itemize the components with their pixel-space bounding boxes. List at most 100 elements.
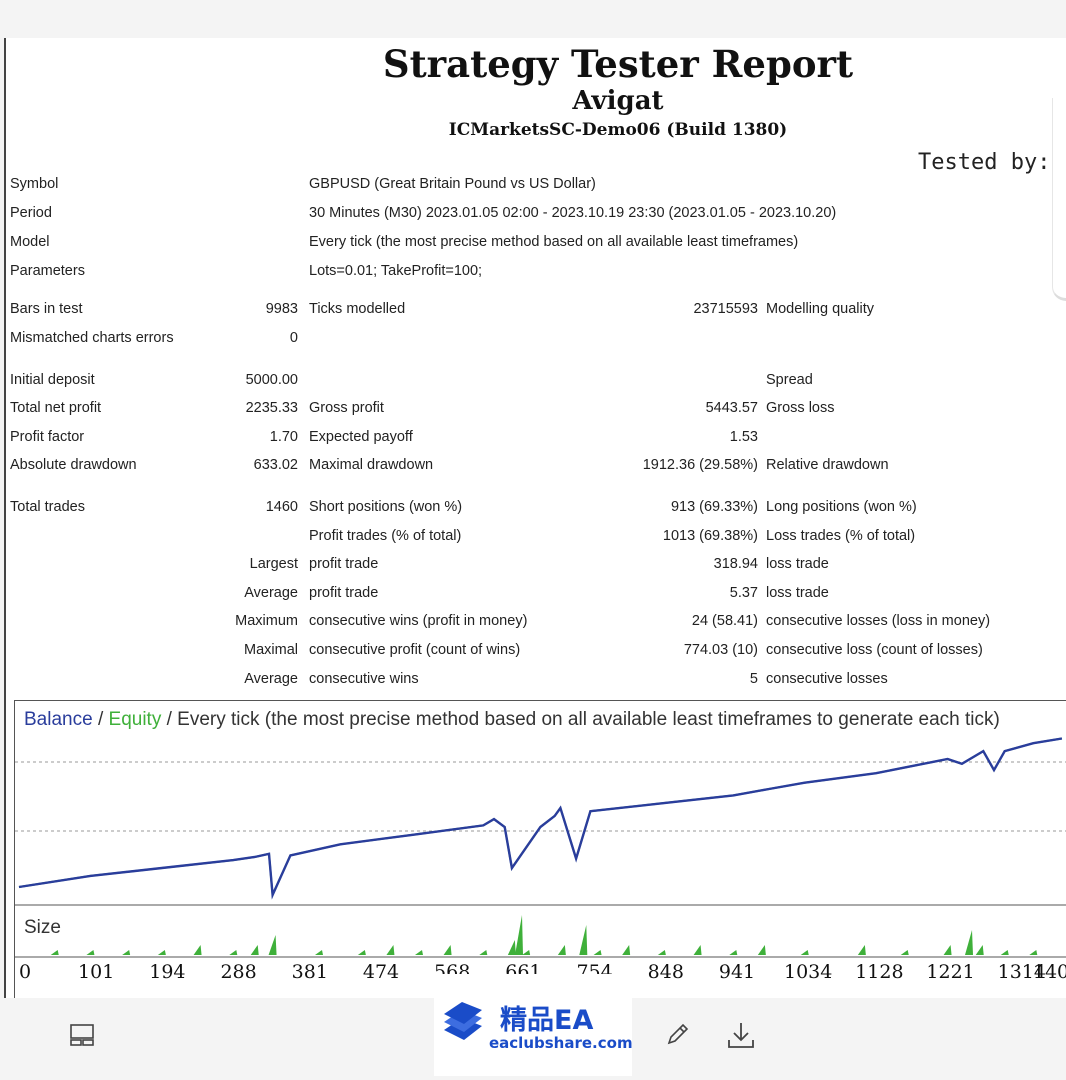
equity-legend: Equity bbox=[108, 709, 162, 730]
x-tick-label: 1221 bbox=[926, 961, 975, 983]
x-tick-label: 1034 bbox=[784, 961, 833, 983]
edit-pencil-icon[interactable] bbox=[664, 1020, 692, 1048]
size-bar bbox=[965, 930, 973, 955]
maximum-label: Maximum bbox=[235, 613, 298, 629]
total-trades-value: 1460 bbox=[265, 499, 298, 515]
x-tick-label: 0 bbox=[18, 961, 32, 983]
size-bar bbox=[657, 950, 666, 955]
bars-value: 9983 bbox=[265, 301, 298, 317]
quality-label: Modelling quality bbox=[766, 301, 875, 317]
rel-drawdown-label: Relative drawdown bbox=[766, 457, 889, 473]
expected-payoff-label: Expected payoff bbox=[309, 429, 413, 445]
max-drawdown-value: 1912.36 (29.58%) bbox=[642, 457, 758, 473]
average-loss-label: loss trade bbox=[766, 585, 829, 601]
ea-name: Avigat bbox=[572, 86, 664, 116]
net-profit-value: 2235.33 bbox=[245, 400, 298, 416]
size-bar bbox=[579, 925, 588, 955]
max-cons-wins-label: consecutive wins (profit in money) bbox=[309, 613, 528, 629]
x-tick-label: 381 bbox=[291, 961, 328, 983]
maximal-label: Maximal bbox=[244, 642, 298, 658]
total-trades-label: Total trades bbox=[10, 499, 85, 515]
loss-trades-label: Loss trades (% of total) bbox=[766, 528, 916, 544]
model-label: Model bbox=[10, 234, 50, 250]
balance-series-line bbox=[18, 737, 1063, 900]
short-positions-label: Short positions (won %) bbox=[309, 499, 463, 515]
size-bar bbox=[857, 945, 866, 955]
model-value: Every tick (the most precise method base… bbox=[309, 234, 799, 250]
long-positions-label: Long positions (won %) bbox=[766, 499, 917, 515]
mismatch-value: 0 bbox=[289, 330, 298, 346]
size-bar bbox=[693, 945, 702, 955]
size-bar bbox=[515, 915, 523, 955]
profit-factor-label: Profit factor bbox=[10, 429, 85, 445]
size-bar bbox=[386, 945, 395, 955]
x-tick-label: 288 bbox=[220, 961, 257, 983]
largest-profit-value: 318.94 bbox=[713, 556, 758, 572]
parameters-value: Lots=0.01; TakeProfit=100; bbox=[309, 263, 483, 279]
x-tick-label: 140 bbox=[1032, 961, 1066, 983]
period-label: Period bbox=[10, 205, 52, 221]
profit-trades-value: 1013 (69.38%) bbox=[662, 528, 758, 544]
size-bar bbox=[1000, 950, 1009, 955]
size-bar bbox=[757, 945, 766, 955]
abs-drawdown-value: 633.02 bbox=[253, 457, 298, 473]
size-bar bbox=[507, 940, 516, 955]
size-bar bbox=[250, 945, 259, 955]
logo-url-text: eaclubshare.com bbox=[489, 1034, 633, 1052]
download-icon[interactable] bbox=[726, 1020, 756, 1050]
period-value: 30 Minutes (M30) 2023.01.05 02:00 - 2023… bbox=[309, 205, 837, 221]
largest-profit-label: profit trade bbox=[309, 556, 379, 572]
maximal-cons-loss-label: consecutive loss (count of losses) bbox=[766, 642, 983, 658]
maximal-cons-profit-value: 774.03 (10) bbox=[683, 642, 758, 658]
x-tick-label: 474 bbox=[362, 961, 400, 983]
gross-profit-label: Gross profit bbox=[309, 400, 384, 416]
avg-cons-losses-label: consecutive losses bbox=[766, 671, 888, 687]
size-bars bbox=[50, 915, 1038, 955]
size-bar bbox=[943, 945, 952, 955]
page-fold-decoration bbox=[1052, 98, 1066, 301]
modelling-mode-label: Every tick (the most precise method base… bbox=[177, 709, 1000, 730]
size-bar bbox=[268, 935, 277, 955]
size-bar bbox=[157, 950, 166, 955]
x-tick-label: 848 bbox=[647, 961, 684, 983]
size-pane-label: Size bbox=[24, 917, 61, 938]
x-tick-label: 194 bbox=[149, 961, 186, 983]
average-label: Average bbox=[244, 585, 298, 601]
size-bar bbox=[50, 950, 59, 955]
size-bar bbox=[86, 950, 95, 955]
mismatch-label: Mismatched charts errors bbox=[10, 330, 174, 346]
gross-profit-value: 5443.57 bbox=[705, 400, 758, 416]
size-bar bbox=[479, 950, 488, 955]
chart-plot bbox=[15, 737, 1066, 958]
ticks-label: Ticks modelled bbox=[309, 301, 406, 317]
server-info: ICMarketsSC-Demo06 (Build 1380) bbox=[448, 120, 788, 140]
largest-loss-label: loss trade bbox=[766, 556, 829, 572]
size-bar bbox=[800, 950, 809, 955]
balance-equity-chart: Balance / Equity / Every tick (the most … bbox=[14, 700, 1066, 1000]
symbol-label: Symbol bbox=[10, 176, 59, 192]
layout-icon[interactable] bbox=[68, 1022, 96, 1048]
gross-loss-label: Gross loss bbox=[766, 400, 835, 416]
parameters-label: Parameters bbox=[10, 263, 85, 279]
maximal-cons-profit-label: consecutive profit (count of wins) bbox=[309, 642, 521, 658]
size-bar bbox=[729, 950, 738, 955]
net-profit-label: Total net profit bbox=[10, 400, 102, 416]
average-profit-value: 5.37 bbox=[729, 585, 758, 601]
size-bar bbox=[443, 945, 452, 955]
size-bar bbox=[593, 950, 602, 955]
x-tick-label: 1128 bbox=[855, 961, 904, 983]
max-cons-wins-value: 24 (58.41) bbox=[691, 613, 758, 629]
chart-title: Balance / Equity / Every tick (the most … bbox=[24, 709, 1000, 731]
avg-cons-wins-label: consecutive wins bbox=[309, 671, 419, 687]
tested-by: Tested by: bbox=[918, 150, 1051, 175]
legend-separator: / bbox=[92, 709, 109, 730]
size-bar bbox=[357, 950, 366, 955]
legend-separator: / bbox=[161, 709, 178, 730]
spread-label: Spread bbox=[766, 372, 813, 388]
report-page: Strategy Tester Report Avigat ICMarketsS… bbox=[4, 38, 1066, 1000]
logo-emblem-icon bbox=[444, 1002, 482, 1040]
size-bar bbox=[193, 945, 202, 955]
logo-chinese-text: 精品EA bbox=[500, 1005, 594, 1036]
expected-payoff-value: 1.53 bbox=[729, 429, 758, 445]
bars-label: Bars in test bbox=[10, 301, 83, 317]
